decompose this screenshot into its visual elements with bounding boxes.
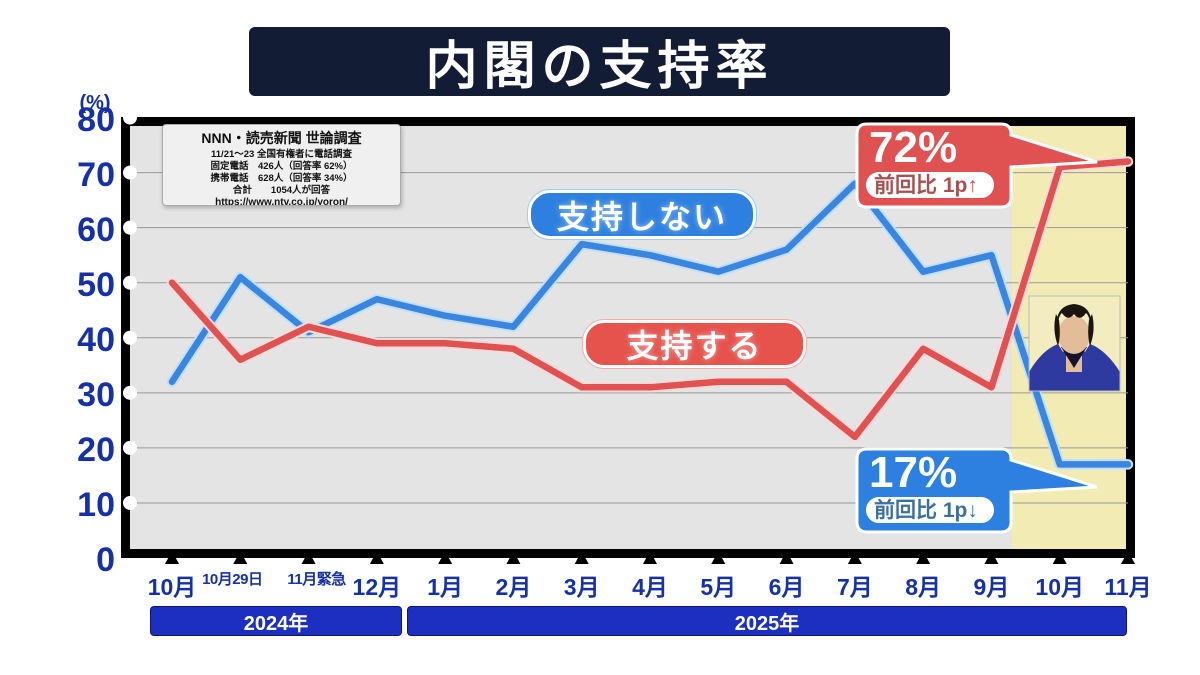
- svg-text:17%: 17%: [869, 448, 957, 497]
- svg-text:72%: 72%: [869, 123, 957, 172]
- svg-text:前回比 1p↓: 前回比 1p↓: [874, 498, 978, 522]
- svg-text:前回比 1p↑: 前回比 1p↑: [874, 173, 978, 197]
